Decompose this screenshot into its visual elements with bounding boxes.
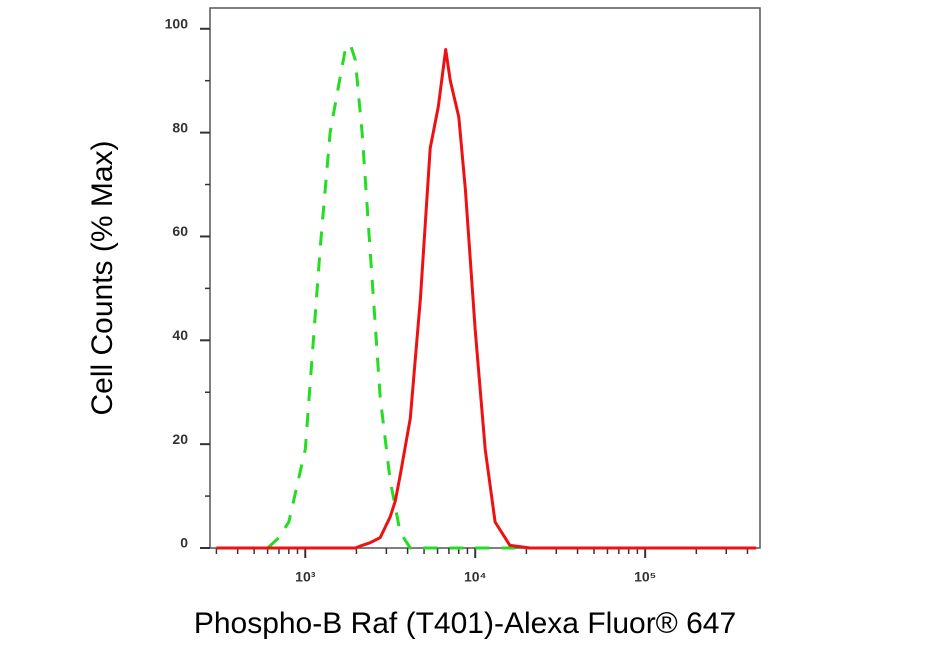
x-axis-label: Phospho-B Raf (T401)-Alexa Fluor® 647 xyxy=(194,607,736,640)
y-tick-label: 60 xyxy=(172,223,188,239)
series-line xyxy=(216,48,757,550)
y-axis-label: Cell Counts (% Max) xyxy=(86,140,119,415)
y-tick-label: 80 xyxy=(172,119,188,135)
x-tick-label: 10³ xyxy=(295,569,316,585)
x-tick-label: 10⁵ xyxy=(634,569,656,585)
y-tick-label: 0 xyxy=(180,535,188,551)
y-tick-label: 20 xyxy=(172,431,188,447)
y-tick-label: 40 xyxy=(172,327,188,343)
series-line xyxy=(216,42,757,550)
y-tick-label: 100 xyxy=(165,15,189,31)
x-tick-label: 10⁴ xyxy=(464,569,487,585)
plot-frame xyxy=(209,7,761,549)
